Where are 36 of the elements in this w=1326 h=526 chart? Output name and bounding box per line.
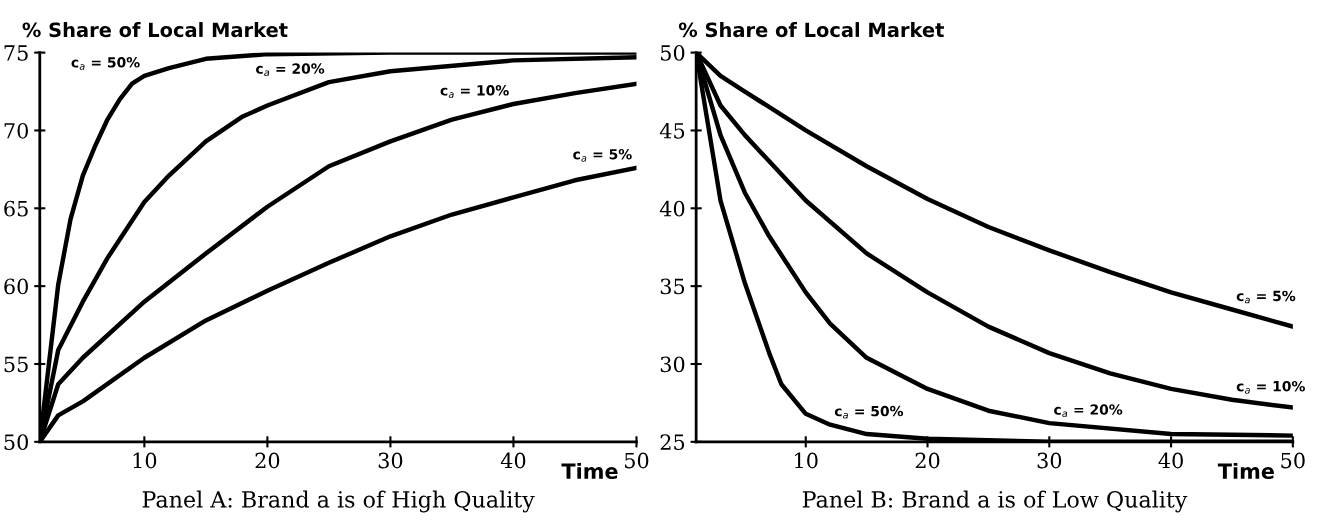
y-tick-label: 70 (4, 122, 28, 139)
x-tick-label: 20 (255, 452, 280, 469)
y-tick-label: 35 (660, 278, 685, 295)
y-tick-label: 40 (659, 200, 685, 217)
y-axis-title: % Share of Local Market (22, 22, 288, 38)
annotation: c$_{a}$ = 5% (573, 148, 632, 162)
x-tick-label: 10 (795, 452, 818, 469)
y-tick-label: 45 (659, 122, 685, 139)
x-axis-title: Time (561, 462, 618, 480)
annotation: c$_{a}$ = 20% (1054, 404, 1123, 418)
annotation: c$_{a}$ = 20% (256, 63, 325, 77)
y-tick-label: 25 (660, 434, 685, 451)
text: Panel B: Brand a is of Low Quality (802, 490, 1188, 513)
y-axis-title: % Share of Local Market (678, 22, 944, 38)
x-tick-label: 20 (915, 452, 940, 469)
y-tick-label: 65 (4, 200, 28, 217)
y-tick-label: 60 (4, 278, 28, 295)
x-tick-label: 10 (133, 452, 157, 469)
x-tick-label: 30 (378, 452, 403, 469)
x-tick-label: 40 (1158, 452, 1183, 469)
text: Panel A: Brand a is of High Quality (142, 490, 535, 513)
y-tick-label: 30 (660, 356, 685, 373)
x-tick-label: 50 (625, 452, 649, 469)
y-tick-label: 50 (660, 45, 685, 61)
annotation: c$_{a}$ = 10% (440, 85, 509, 98)
y-tick-label: 75 (4, 45, 28, 61)
x-tick-label: 30 (1037, 452, 1062, 469)
y-tick-label: 50 (4, 434, 28, 451)
x-axis-title: Time (1217, 462, 1274, 480)
annotation: c$_{a}$ = 50% (71, 57, 140, 70)
x-tick-label: 50 (1281, 452, 1305, 469)
annotation: c$_{a}$ = 10% (1236, 380, 1305, 394)
y-tick-label: 55 (4, 356, 28, 373)
x-tick-label: 40 (500, 452, 526, 469)
annotation: c$_{a}$ = 5% (1236, 290, 1296, 304)
annotation: c$_{a}$ = 50% (834, 405, 904, 419)
